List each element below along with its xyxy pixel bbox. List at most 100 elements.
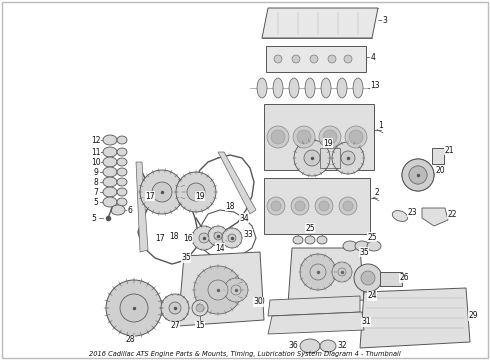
Polygon shape bbox=[136, 162, 148, 252]
Ellipse shape bbox=[117, 148, 127, 156]
Circle shape bbox=[409, 166, 427, 184]
Ellipse shape bbox=[367, 241, 381, 251]
Circle shape bbox=[344, 55, 352, 63]
Circle shape bbox=[140, 170, 184, 214]
Text: 35: 35 bbox=[181, 253, 191, 262]
Ellipse shape bbox=[103, 197, 117, 207]
Circle shape bbox=[208, 280, 228, 300]
Text: 25: 25 bbox=[305, 224, 315, 233]
Text: 24: 24 bbox=[367, 292, 377, 301]
Ellipse shape bbox=[117, 178, 127, 186]
Circle shape bbox=[196, 304, 204, 312]
Ellipse shape bbox=[305, 78, 315, 98]
Text: 8: 8 bbox=[94, 177, 98, 186]
Text: 18: 18 bbox=[225, 202, 235, 211]
Text: 14: 14 bbox=[215, 243, 225, 252]
Circle shape bbox=[332, 142, 364, 174]
Circle shape bbox=[409, 166, 427, 184]
Ellipse shape bbox=[103, 135, 117, 145]
Circle shape bbox=[271, 130, 285, 144]
Circle shape bbox=[194, 266, 242, 314]
Text: 28: 28 bbox=[125, 336, 135, 345]
Text: 2016 Cadillac ATS Engine Parts & Mounts, Timing, Lubrication System Diagram 4 - : 2016 Cadillac ATS Engine Parts & Mounts,… bbox=[89, 351, 401, 357]
Circle shape bbox=[341, 151, 355, 165]
Circle shape bbox=[304, 150, 320, 166]
Ellipse shape bbox=[355, 241, 369, 251]
Circle shape bbox=[319, 126, 341, 148]
Text: 23: 23 bbox=[407, 207, 417, 216]
Text: 6: 6 bbox=[127, 206, 132, 215]
Text: 17: 17 bbox=[145, 192, 155, 201]
Text: 17: 17 bbox=[155, 234, 165, 243]
Circle shape bbox=[292, 55, 300, 63]
Ellipse shape bbox=[273, 78, 283, 98]
Circle shape bbox=[295, 201, 305, 211]
Ellipse shape bbox=[321, 78, 331, 98]
Circle shape bbox=[120, 294, 148, 322]
Ellipse shape bbox=[305, 236, 315, 244]
Ellipse shape bbox=[257, 78, 267, 98]
Circle shape bbox=[402, 159, 434, 191]
Ellipse shape bbox=[337, 78, 347, 98]
Ellipse shape bbox=[117, 158, 127, 166]
Circle shape bbox=[300, 254, 336, 290]
Circle shape bbox=[161, 294, 189, 322]
Circle shape bbox=[224, 278, 248, 302]
Text: 35: 35 bbox=[359, 248, 369, 257]
Polygon shape bbox=[268, 296, 360, 316]
Circle shape bbox=[187, 183, 205, 201]
Circle shape bbox=[228, 234, 236, 242]
Circle shape bbox=[328, 55, 336, 63]
Text: 13: 13 bbox=[370, 81, 380, 90]
Text: 25: 25 bbox=[367, 233, 377, 242]
Text: 15: 15 bbox=[195, 321, 205, 330]
Bar bbox=[264, 104, 374, 170]
Text: 36: 36 bbox=[288, 342, 298, 351]
Text: 3: 3 bbox=[383, 15, 388, 24]
Circle shape bbox=[267, 197, 285, 215]
Polygon shape bbox=[178, 252, 264, 326]
Text: 22: 22 bbox=[447, 210, 457, 219]
Ellipse shape bbox=[289, 78, 299, 98]
Text: 5: 5 bbox=[94, 198, 98, 207]
Text: 1: 1 bbox=[379, 121, 383, 130]
Bar bbox=[264, 178, 370, 234]
Circle shape bbox=[294, 140, 330, 176]
Text: 4: 4 bbox=[370, 53, 375, 62]
Ellipse shape bbox=[103, 167, 117, 177]
Text: 32: 32 bbox=[337, 342, 347, 351]
Text: 2: 2 bbox=[375, 188, 379, 197]
Circle shape bbox=[192, 226, 216, 250]
Circle shape bbox=[199, 233, 209, 243]
Circle shape bbox=[222, 228, 242, 248]
Text: 29: 29 bbox=[468, 311, 478, 320]
Text: 30: 30 bbox=[253, 297, 263, 306]
Circle shape bbox=[338, 268, 346, 276]
Bar bbox=[432, 148, 444, 164]
Circle shape bbox=[361, 271, 375, 285]
Ellipse shape bbox=[343, 241, 357, 251]
Circle shape bbox=[231, 285, 241, 295]
Text: 9: 9 bbox=[94, 167, 98, 176]
Polygon shape bbox=[268, 312, 364, 334]
Text: 33: 33 bbox=[243, 230, 253, 239]
Bar bbox=[320, 148, 340, 168]
Ellipse shape bbox=[103, 177, 117, 187]
Ellipse shape bbox=[353, 78, 363, 98]
Circle shape bbox=[176, 172, 216, 212]
Text: 27: 27 bbox=[170, 321, 180, 330]
Circle shape bbox=[291, 197, 309, 215]
Circle shape bbox=[310, 264, 326, 280]
Ellipse shape bbox=[293, 236, 303, 244]
Circle shape bbox=[310, 55, 318, 63]
Ellipse shape bbox=[103, 187, 117, 197]
Ellipse shape bbox=[117, 168, 127, 176]
Circle shape bbox=[274, 55, 282, 63]
Text: 19: 19 bbox=[323, 139, 333, 148]
Circle shape bbox=[169, 302, 181, 314]
Circle shape bbox=[354, 264, 382, 292]
Ellipse shape bbox=[103, 147, 117, 157]
Circle shape bbox=[293, 126, 315, 148]
Polygon shape bbox=[360, 288, 470, 348]
Ellipse shape bbox=[111, 205, 125, 215]
